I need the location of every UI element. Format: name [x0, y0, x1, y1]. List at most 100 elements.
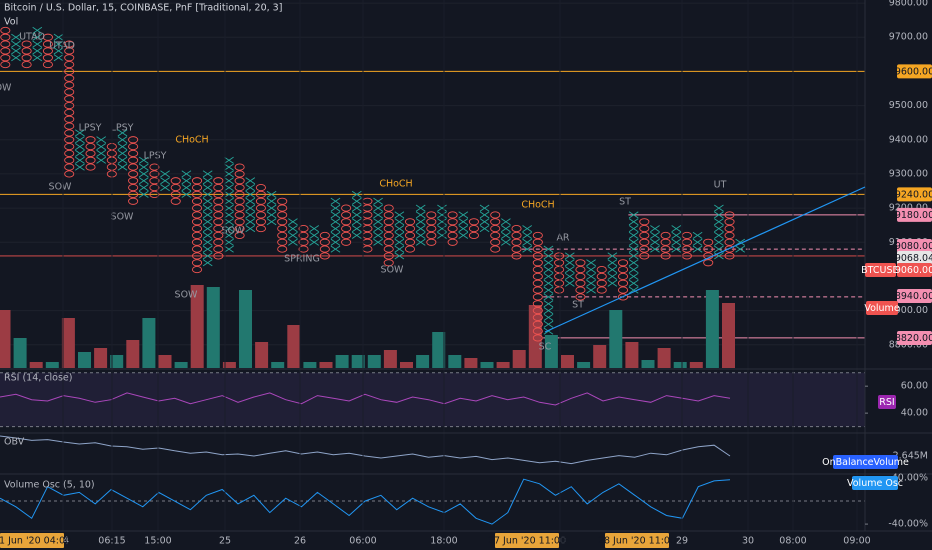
- o-ring: [383, 252, 394, 260]
- o-ring: [234, 184, 245, 192]
- x-stroke: [32, 54, 43, 62]
- volume-bar: [110, 355, 124, 368]
- axis-tag-label: 9180.00: [895, 210, 932, 221]
- o-ring: [532, 286, 543, 294]
- pnf-column: [703, 238, 714, 267]
- pnf-column: [11, 33, 21, 62]
- volume-bar: [0, 310, 11, 368]
- x-stroke: [224, 177, 234, 185]
- x-stroke: [543, 320, 554, 328]
- pnf-column: [617, 259, 629, 301]
- o-ring: [213, 218, 224, 226]
- x-stroke: [53, 54, 64, 62]
- o-ring: [255, 218, 266, 226]
- x-stroke: [543, 259, 554, 267]
- x-stroke: [288, 238, 298, 246]
- axis-tag-label: 9240.00: [895, 189, 932, 200]
- x-stroke: [202, 238, 213, 246]
- o-ring: [277, 197, 288, 205]
- x-stroke: [607, 266, 618, 274]
- pnf-column: [650, 225, 660, 253]
- pnf-column: [639, 218, 650, 260]
- o-ring: [0, 47, 11, 55]
- o-ring: [64, 115, 75, 123]
- x-stroke: [202, 190, 213, 198]
- pnf-column: [490, 211, 501, 253]
- volume-bar: [400, 362, 413, 368]
- o-ring: [575, 259, 586, 267]
- x-stroke: [96, 156, 107, 164]
- o-ring: [617, 266, 629, 274]
- o-ring: [447, 211, 458, 219]
- o-ring: [575, 279, 586, 287]
- x-stroke: [266, 204, 277, 212]
- o-ring: [234, 170, 245, 178]
- volume-bar: [287, 325, 301, 368]
- o-ring: [447, 231, 458, 239]
- o-ring: [319, 245, 330, 253]
- o-ring: [85, 143, 96, 151]
- volume-bar: [239, 290, 252, 368]
- o-ring: [341, 231, 352, 239]
- x-tick-label: 15:00: [144, 536, 171, 547]
- o-ring: [660, 252, 671, 260]
- pnf-column: [53, 33, 64, 62]
- o-ring: [554, 252, 565, 260]
- axis-tag-label: 8820.00: [895, 333, 932, 344]
- o-ring: [85, 156, 96, 164]
- x-stroke: [437, 225, 447, 233]
- x-stroke: [671, 225, 682, 233]
- o-ring: [64, 143, 75, 151]
- annotation: LPSY: [144, 151, 167, 162]
- o-ring: [128, 136, 139, 144]
- x-stroke: [394, 245, 405, 253]
- axis-tag: [865, 263, 896, 277]
- o-ring: [191, 211, 203, 219]
- o-ring: [532, 238, 543, 246]
- o-ring: [128, 156, 139, 164]
- x-stroke: [224, 190, 234, 198]
- o-ring: [703, 245, 714, 253]
- x-stroke: [11, 54, 21, 62]
- o-ring: [213, 245, 224, 253]
- x-stroke: [628, 272, 639, 280]
- axis-tag: [897, 207, 932, 222]
- o-ring: [21, 47, 32, 55]
- o-ring: [468, 231, 479, 239]
- x-stroke: [628, 266, 639, 274]
- x-stroke: [53, 40, 64, 48]
- axis-tag: [897, 251, 932, 265]
- x-stroke: [522, 231, 533, 239]
- x-stroke: [181, 190, 192, 198]
- pnf-column: [32, 26, 43, 62]
- o-ring: [532, 259, 543, 267]
- pnf-column: [319, 231, 330, 260]
- pnf-column: [458, 211, 469, 239]
- o-ring: [64, 61, 75, 69]
- volume-bar: [190, 285, 204, 368]
- x-stroke: [714, 218, 724, 226]
- x-stroke: [415, 238, 426, 246]
- x-stroke: [373, 211, 383, 219]
- x-stroke: [75, 143, 85, 151]
- x-stroke: [458, 231, 469, 239]
- o-ring: [511, 225, 522, 233]
- o-ring: [341, 204, 352, 212]
- x-stroke: [75, 156, 85, 164]
- o-ring: [213, 225, 224, 233]
- pnf-column: [266, 190, 277, 226]
- volume-bar: [496, 362, 510, 368]
- o-ring: [213, 238, 224, 246]
- volume-bar: [271, 362, 285, 368]
- pnf-column: [21, 40, 32, 69]
- annotation: SOW: [111, 212, 135, 223]
- pnf-column: [404, 218, 416, 253]
- x-stroke: [309, 238, 320, 246]
- o-ring: [426, 211, 437, 219]
- x-stroke: [138, 190, 149, 198]
- x-tick-label: 08:00: [779, 536, 806, 547]
- volume-bar: [561, 355, 574, 368]
- o-ring: [426, 225, 437, 233]
- o-ring: [277, 225, 288, 233]
- x-stroke: [330, 197, 341, 205]
